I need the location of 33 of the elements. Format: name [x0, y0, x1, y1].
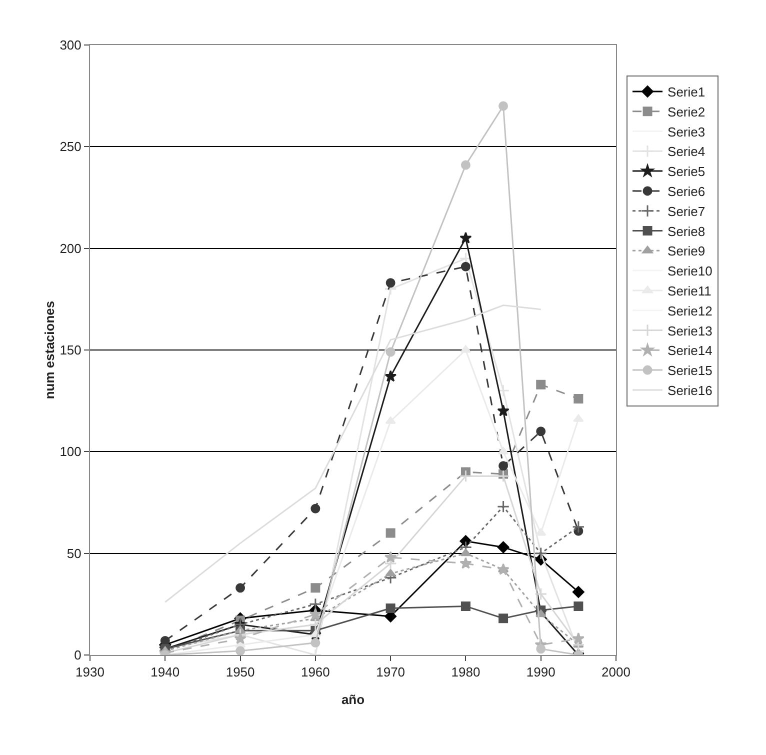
legend-label: Serie13 — [668, 323, 712, 338]
x-tick-label: 1970 — [376, 664, 406, 680]
y-tick-label: 300 — [60, 38, 82, 53]
legend-label: Serie16 — [668, 383, 712, 398]
legend-label: Serie3 — [668, 124, 706, 140]
y-tick-label: 200 — [60, 240, 82, 256]
legend-label: Serie14 — [668, 343, 712, 358]
x-tick-label: 1930 — [76, 664, 104, 680]
legend-label: Serie10 — [668, 264, 712, 279]
legend-label: Serie5 — [668, 164, 706, 180]
y-tick-label: 50 — [66, 546, 82, 561]
legend-label: Serie2 — [668, 104, 706, 120]
legend-label: Serie6 — [668, 184, 706, 200]
x-tick-label: 2000 — [602, 664, 630, 680]
y-tick-label: 100 — [60, 444, 82, 460]
y-tick-label: 250 — [60, 139, 82, 154]
x-tick-label: 1980 — [451, 664, 480, 680]
y-tick-label: 0 — [74, 648, 82, 663]
y-tick-label: 150 — [60, 342, 82, 358]
y-axis-title: num estaciones — [42, 300, 57, 400]
x-tick-label: 1990 — [526, 664, 556, 680]
legend-label: Serie9 — [668, 244, 706, 259]
legend-label: Serie4 — [668, 144, 706, 160]
legend-label: Serie7 — [668, 204, 706, 219]
legend-label: Serie8 — [668, 224, 706, 239]
x-tick-label: 1960 — [300, 664, 330, 680]
legend-label: Serie12 — [668, 303, 712, 318]
legend-label: Serie1 — [668, 84, 706, 100]
legend-label: Serie11 — [668, 284, 712, 299]
x-tick-label: 1950 — [226, 664, 255, 680]
x-tick-label: 1940 — [150, 664, 180, 680]
x-axis-title: año — [341, 692, 365, 707]
legend-label: Serie15 — [668, 363, 712, 378]
